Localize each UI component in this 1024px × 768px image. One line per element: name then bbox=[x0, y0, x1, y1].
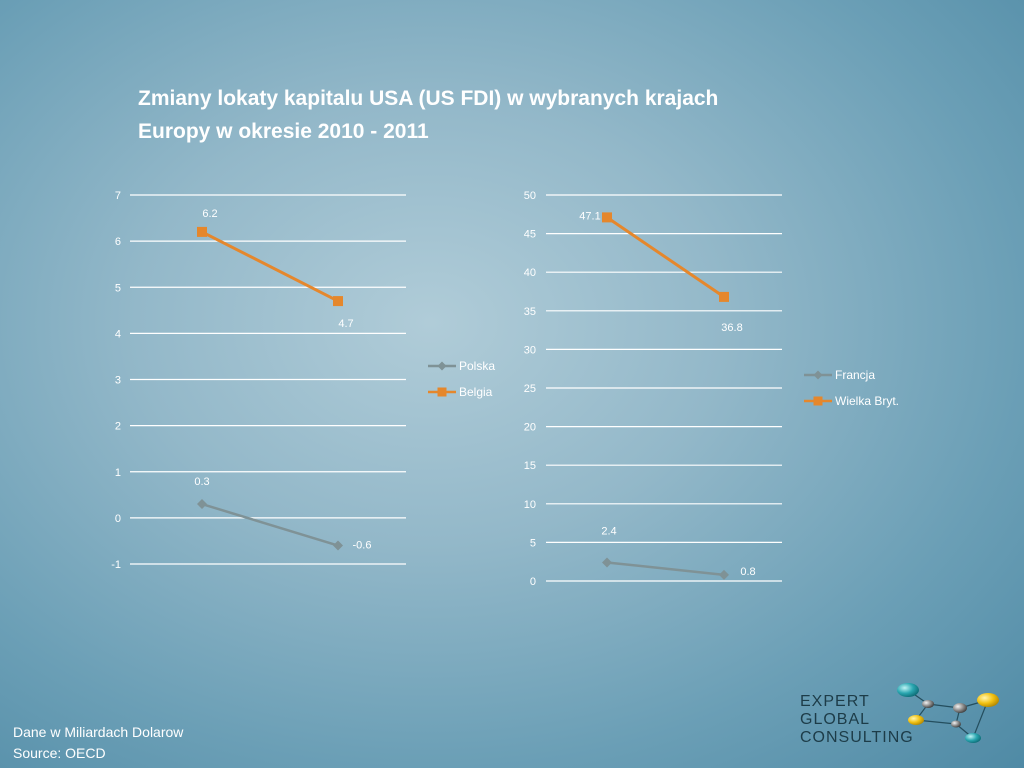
right-y-tick-label: 25 bbox=[524, 383, 536, 395]
left-y-tick-label: 0 bbox=[115, 513, 121, 525]
left-y-tick-label: -1 bbox=[111, 559, 121, 571]
data-label: 6.2 bbox=[202, 208, 217, 220]
right-y-tick-label: 50 bbox=[524, 190, 536, 202]
left-y-tick-label: 4 bbox=[115, 328, 121, 340]
data-label: 36.8 bbox=[721, 322, 742, 334]
data-label: 0.8 bbox=[740, 566, 755, 578]
logo-node-teal-top bbox=[897, 683, 919, 697]
logo-node-teal-bottom bbox=[965, 733, 981, 743]
left-y-tick-label: 2 bbox=[115, 421, 121, 433]
data-point-square bbox=[333, 296, 343, 307]
legend-marker-diamond bbox=[437, 361, 447, 371]
right-y-tick-label: 15 bbox=[524, 460, 536, 472]
series-line bbox=[201, 502, 339, 547]
right-y-tick-label: 5 bbox=[530, 537, 536, 549]
right-y-tick-label: 45 bbox=[524, 229, 536, 241]
data-point-diamond bbox=[197, 499, 207, 510]
logo-node-gold-right bbox=[977, 693, 999, 707]
title-line-2: Europy w okresie 2010 - 2011 bbox=[138, 120, 429, 143]
right-y-tick-label: 0 bbox=[530, 576, 536, 588]
footer-units: Dane w Miliardach Dolarow bbox=[13, 724, 184, 740]
logo-text-global: GLOBAL bbox=[800, 711, 870, 728]
right-y-tick-label: 35 bbox=[524, 306, 536, 318]
series-line bbox=[606, 561, 725, 577]
left-y-tick-label: 5 bbox=[115, 282, 121, 294]
legend-label: Polska bbox=[459, 359, 495, 373]
legend-marker-square bbox=[813, 396, 823, 406]
legend-label: Francja bbox=[835, 368, 875, 382]
right-series-wielka-bryt: 47.1 36.8 bbox=[579, 210, 742, 334]
left-gridlines bbox=[130, 194, 406, 565]
page-title: Zmiany lokaty kapitalu USA (US FDI) w wy… bbox=[138, 82, 838, 148]
logo-text-expert: EXPERT bbox=[800, 693, 870, 710]
series-line bbox=[201, 230, 339, 303]
left-legend-item: Belgia bbox=[428, 385, 493, 399]
right-legend-item: Wielka Bryt. bbox=[804, 394, 899, 408]
data-label: 2.4 bbox=[601, 525, 616, 537]
left-y-tick-label: 7 bbox=[115, 190, 121, 202]
right-y-tick-label: 10 bbox=[524, 499, 536, 511]
data-label: 4.7 bbox=[338, 318, 353, 330]
legend-marker-diamond bbox=[813, 370, 823, 380]
right-gridlines bbox=[546, 194, 782, 582]
data-label: 0.3 bbox=[194, 476, 209, 488]
data-point-diamond bbox=[602, 557, 612, 568]
left-y-tick-label: 6 bbox=[115, 236, 121, 248]
right-y-tick-label: 40 bbox=[524, 267, 536, 279]
data-point-diamond bbox=[719, 569, 729, 580]
left-legend-item: Polska bbox=[428, 359, 495, 373]
data-point-diamond bbox=[333, 540, 343, 551]
legend-label: Wielka Bryt. bbox=[835, 394, 899, 408]
right-y-tick-label: 20 bbox=[524, 422, 536, 434]
logo-text-consulting: CONSULTING bbox=[800, 729, 914, 746]
data-point-square bbox=[602, 212, 612, 223]
left-series-belgia: 6.2 4.7 bbox=[197, 208, 354, 330]
logo-network-lines bbox=[907, 689, 989, 739]
right-y-tick-label: 30 bbox=[524, 344, 536, 356]
footer-note: Dane w Miliardach Dolarow Source: OECD bbox=[13, 722, 183, 764]
legend-label: Belgia bbox=[459, 385, 493, 399]
data-point-square bbox=[719, 291, 729, 302]
footer-source: Source: OECD bbox=[13, 745, 106, 761]
left-y-tick-label: 1 bbox=[115, 467, 121, 479]
logo-node-gray-3 bbox=[951, 720, 961, 728]
logo-node-gray-1 bbox=[922, 700, 934, 708]
logo-node-gray-2 bbox=[953, 703, 967, 713]
company-logo: EXPERT GLOBAL CONSULTING bbox=[800, 683, 999, 746]
data-label: -0.6 bbox=[353, 540, 372, 552]
right-legend-item: Francja bbox=[804, 368, 875, 382]
legend-marker-square bbox=[437, 387, 447, 397]
data-point-square bbox=[197, 226, 207, 237]
left-series-polska: 0.3 -0.6 bbox=[194, 476, 371, 552]
logo-node-gold-left bbox=[908, 715, 924, 725]
series-line bbox=[606, 216, 725, 299]
title-line-1: Zmiany lokaty kapitalu USA (US FDI) w wy… bbox=[138, 87, 719, 110]
right-series-francja: 2.4 0.8 bbox=[601, 525, 756, 580]
left-y-tick-label: 3 bbox=[115, 375, 121, 387]
data-label: 47.1 bbox=[579, 210, 600, 222]
